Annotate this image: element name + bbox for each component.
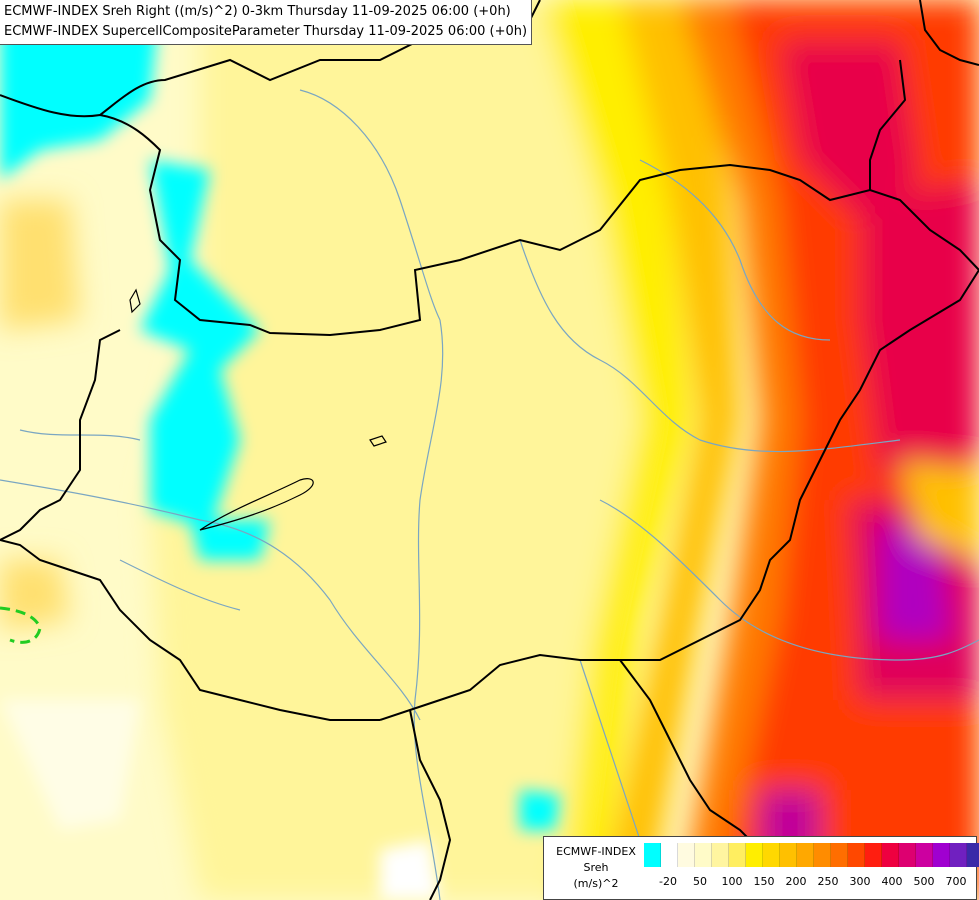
legend-tick: 150 [753, 875, 775, 888]
legend-swatch [831, 843, 848, 867]
scp-contour [0, 606, 42, 644]
title-line-sreh: ECMWF-INDEX Sreh Right ((m/s)^2) 0-3km T… [4, 4, 511, 19]
legend-color-scale [644, 843, 979, 867]
legend-tick: 50 [693, 875, 707, 888]
color-legend: ECMWF-INDEX Sreh (m/s)^2 -20 50 100 150 200 2… [543, 836, 979, 900]
legend-swatch [695, 843, 712, 867]
legend-tick: 200 [785, 875, 807, 888]
lakes [129, 288, 387, 531]
legend-swatch [899, 843, 916, 867]
legend-swatch [746, 843, 763, 867]
legend-swatch [814, 843, 831, 867]
legend-parameter: Sreh [583, 861, 609, 874]
legend-swatch [763, 843, 780, 867]
legend-swatch [933, 843, 950, 867]
legend-swatch [780, 843, 797, 867]
legend-tick-labels: -20 50 100 150 200 250 300 400 500 700 [644, 875, 974, 889]
legend-tick: 700 [945, 875, 967, 888]
rivers [0, 89, 979, 900]
legend-source: ECMWF-INDEX [556, 845, 636, 858]
title-line-scp: ECMWF-INDEX SupercellCompositeParameter … [4, 24, 528, 39]
legend-tick: 100 [721, 875, 743, 888]
legend-swatch [729, 843, 746, 867]
legend-swatch [797, 843, 814, 867]
legend-swatch [967, 843, 979, 867]
legend-swatch [712, 843, 729, 867]
legend-tick: 250 [817, 875, 839, 888]
legend-swatch [661, 843, 678, 867]
legend-swatch [848, 843, 865, 867]
legend-swatch [865, 843, 882, 867]
legend-tick: 500 [913, 875, 935, 888]
legend-tick: -20 [659, 875, 677, 888]
legend-tick: 400 [881, 875, 903, 888]
legend-swatch [916, 843, 933, 867]
legend-swatch [644, 843, 661, 867]
legend-tick: 300 [849, 875, 871, 888]
legend-swatch [882, 843, 899, 867]
legend-swatch [678, 843, 695, 867]
map-title-box: ECMWF-INDEX Sreh Right ((m/s)^2) 0-3km T… [0, 0, 533, 45]
legend-swatch [950, 843, 967, 867]
legend-unit: (m/s)^2 [573, 877, 619, 890]
